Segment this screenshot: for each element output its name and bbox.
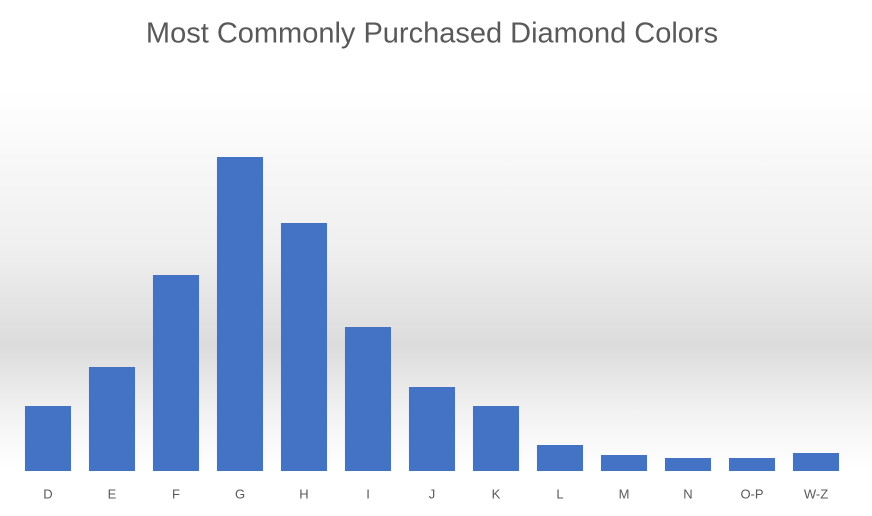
x-tick-label: H bbox=[299, 486, 308, 501]
x-tick-label: J bbox=[429, 486, 436, 501]
bar bbox=[664, 458, 712, 471]
bar bbox=[280, 223, 328, 471]
x-tick-label: E bbox=[108, 486, 117, 501]
x-tick-label: G bbox=[235, 486, 245, 501]
x-tick-label: O-P bbox=[740, 486, 763, 501]
bar bbox=[536, 445, 584, 471]
x-tick-label: W-Z bbox=[804, 486, 828, 501]
x-tick-label: I bbox=[366, 486, 370, 501]
x-tick-label: K bbox=[492, 486, 501, 501]
x-tick-label: F bbox=[172, 486, 180, 501]
x-tick-label: N bbox=[683, 486, 692, 501]
bar bbox=[600, 455, 648, 471]
bar bbox=[344, 327, 392, 471]
bar bbox=[792, 453, 840, 471]
x-tick-label: D bbox=[43, 486, 52, 501]
chart-title: Most Commonly Purchased Diamond Colors bbox=[146, 18, 718, 50]
bar bbox=[408, 387, 456, 471]
bar bbox=[216, 157, 264, 471]
bar bbox=[88, 367, 136, 471]
bar bbox=[24, 406, 72, 471]
x-tick-label: M bbox=[619, 486, 630, 501]
bar bbox=[472, 406, 520, 471]
bar bbox=[152, 275, 200, 471]
bar bbox=[728, 458, 776, 471]
x-tick-label: L bbox=[556, 486, 563, 501]
